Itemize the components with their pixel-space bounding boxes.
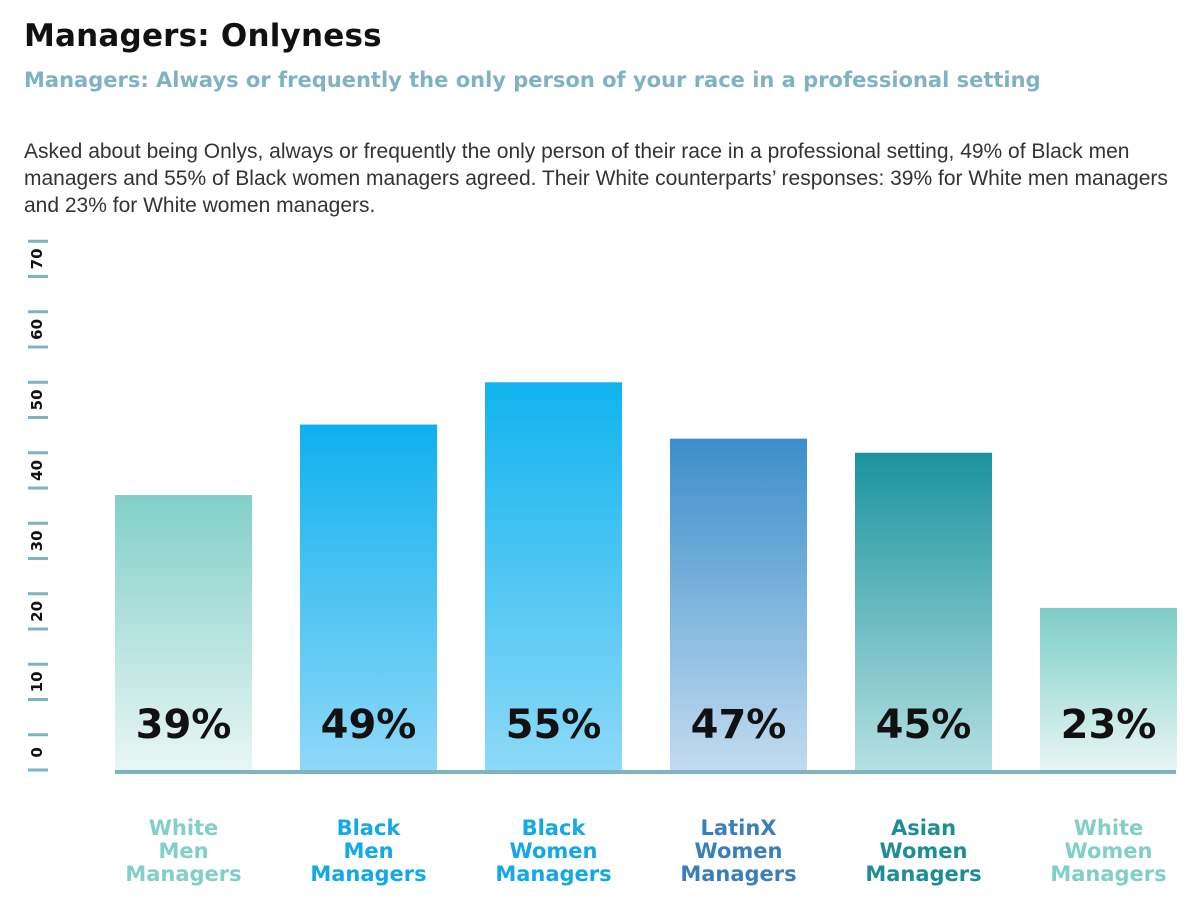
y-axis-tick — [28, 698, 48, 701]
y-tick-label: 50 — [28, 389, 46, 410]
y-tick-label: 30 — [28, 530, 46, 551]
y-axis-tick — [28, 592, 48, 596]
category-label: LatinX Women Managers — [680, 816, 796, 886]
category-label: Asian Women Managers — [865, 816, 981, 886]
y-axis-tick — [28, 451, 48, 455]
y-tick-label: 10 — [28, 671, 46, 692]
y-axis-tick — [28, 380, 48, 384]
y-tick-label: 0 — [28, 747, 46, 757]
y-axis: 01020304050607080 — [28, 239, 48, 772]
chart-subtitle: Managers: Always or frequently the only … — [24, 68, 1041, 92]
y-axis-tick — [28, 310, 48, 314]
category-label: Black Women Managers — [495, 816, 611, 886]
bar-value-label: 49% — [321, 702, 417, 748]
bar-value-label: 45% — [876, 702, 972, 748]
bar-value-label: 23% — [1061, 702, 1157, 748]
bar — [485, 382, 622, 770]
y-axis-tick — [28, 275, 48, 278]
y-axis-tick — [28, 345, 48, 349]
bar — [1040, 607, 1177, 770]
bar — [115, 495, 252, 770]
y-axis-tick — [28, 733, 48, 737]
y-axis-tick — [28, 416, 48, 419]
bar-value-label: 55% — [506, 702, 602, 748]
category-label: Black Men Managers — [310, 816, 426, 886]
bar-value-label: 39% — [136, 702, 232, 748]
y-axis-tick — [28, 662, 48, 666]
chart-description: Asked about being Onlys, always or frequ… — [24, 140, 1168, 217]
y-axis-tick — [28, 521, 48, 525]
chart-title: Managers: Onlyness — [24, 18, 382, 54]
bar-chart: 01020304050607080 39%49%55%47%45%23% Whi… — [28, 239, 1177, 886]
bars-group — [115, 382, 1177, 770]
category-label: White Women Managers — [1050, 816, 1166, 886]
y-tick-label: 70 — [28, 248, 46, 269]
y-axis-tick — [28, 627, 48, 631]
y-axis-tick — [28, 239, 48, 243]
bar — [300, 424, 437, 770]
bar-value-label: 47% — [691, 702, 787, 748]
y-tick-label: 20 — [28, 601, 46, 622]
value-labels-group: 39% 49% 55% 47% 45% 23% — [136, 702, 1157, 748]
y-axis-tick — [28, 557, 48, 560]
bar — [855, 452, 992, 770]
y-axis-tick — [28, 486, 48, 490]
category-label: White Men Managers — [125, 816, 241, 886]
y-tick-label: 40 — [28, 460, 46, 481]
bar — [670, 438, 807, 770]
y-axis-tick — [28, 768, 48, 772]
y-tick-label: 60 — [28, 319, 46, 340]
category-labels-group: White Men Managers Black Men Managers Black Wom… — [125, 816, 1166, 886]
